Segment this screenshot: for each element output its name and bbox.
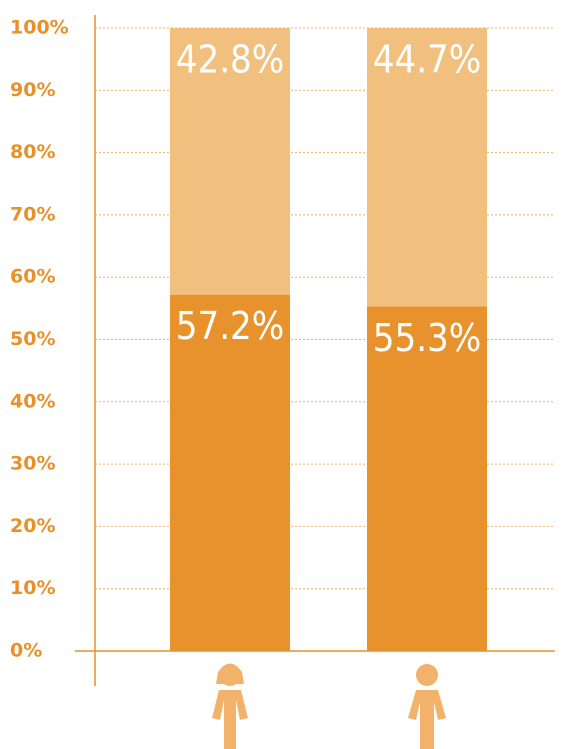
boy-icon (408, 664, 446, 749)
y-tick-label: 0% (10, 640, 42, 662)
y-tick-label: 50% (10, 328, 55, 350)
y-tick-label: 90% (10, 79, 55, 101)
chart: 0% 10% 20% 30% 40% 50% 60% 70% 80% 90% 100% 57.2% 42… (0, 0, 568, 749)
y-tick-label: 40% (10, 390, 55, 412)
y-tick-label: 100% (10, 17, 69, 39)
y-tick-label: 70% (10, 203, 55, 225)
y-tick-label: 10% (10, 577, 55, 599)
value-label: 57.2% (176, 304, 285, 348)
y-tick-label: 20% (10, 515, 55, 537)
value-label: 44.7% (373, 38, 482, 82)
y-tick-label: 30% (10, 453, 55, 475)
girl-icon (212, 664, 248, 749)
y-tick-label: 80% (10, 141, 55, 163)
value-label: 55.3% (373, 316, 482, 360)
y-tick-label: 60% (10, 266, 55, 288)
value-label: 42.8% (176, 38, 285, 82)
